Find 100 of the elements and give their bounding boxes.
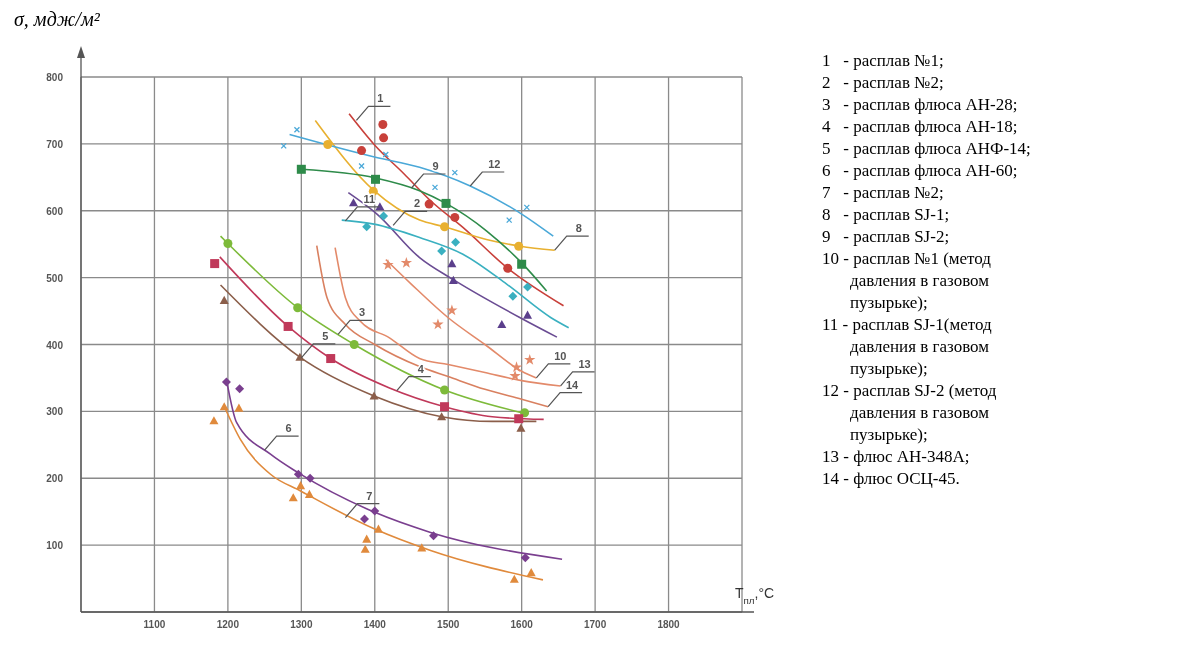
point (357, 146, 367, 156)
point (429, 531, 439, 541)
text: 3 - расплав флюса АН-28; (822, 95, 1018, 114)
point (280, 142, 287, 150)
y-tick-label: 200 (46, 473, 64, 485)
x-tick-label: 1500 (437, 619, 460, 630)
point (447, 259, 457, 268)
point (523, 282, 533, 292)
annotation: 3 (358, 306, 366, 319)
point (524, 353, 536, 365)
point (370, 506, 380, 516)
line-series (314, 119, 556, 252)
point (379, 211, 389, 221)
text: 4 - расплав флюса АН-18; (822, 117, 1018, 136)
text: 10 - расплав №1 (метод давления в газовом пузырьке); (822, 249, 992, 312)
text: 8 - расплав SJ-1; (822, 205, 950, 224)
point (296, 164, 306, 174)
point (221, 377, 231, 387)
point (450, 212, 460, 222)
y-tick-label: 600 (46, 205, 64, 217)
annotation: 13 (578, 357, 591, 370)
y-tick-label: 500 (46, 272, 64, 284)
point (437, 246, 447, 256)
annotation: 14 (565, 378, 580, 391)
text: 2 - расплав №2; (822, 73, 944, 92)
point (288, 493, 298, 502)
point (526, 568, 536, 577)
x-axis-title: T$_{пл}$,°C (735, 585, 775, 606)
point (358, 162, 365, 170)
x-tick-label: 1300 (290, 619, 313, 630)
point (293, 469, 303, 479)
point (510, 361, 523, 373)
point (295, 352, 305, 361)
point (379, 133, 389, 143)
line-series (219, 256, 545, 421)
annotation: 8 (575, 222, 582, 235)
point (503, 263, 513, 273)
point (348, 198, 358, 207)
x-tick-label: 1700 (583, 619, 607, 630)
point (516, 423, 526, 432)
point (209, 416, 219, 425)
y-tick-label: 400 (46, 339, 64, 351)
line-series (340, 219, 570, 329)
point (362, 222, 372, 232)
line-series (288, 133, 555, 237)
point (451, 169, 458, 176)
point (304, 489, 314, 498)
point (508, 291, 518, 301)
line-series (347, 191, 558, 338)
point (400, 256, 413, 268)
point (283, 321, 293, 331)
x-tick-label: 1400 (363, 619, 387, 630)
point (382, 151, 389, 158)
annotation: 2 (414, 197, 421, 210)
text: 5 - расплав флюса АНФ-14; (822, 139, 1031, 158)
point (514, 241, 524, 251)
point (440, 222, 450, 232)
point (219, 295, 229, 304)
point (210, 259, 220, 269)
text: 9 - расплав SJ-2; (822, 227, 950, 246)
point (523, 204, 530, 211)
point (497, 319, 507, 329)
annotation: 6 (285, 422, 292, 435)
point (441, 198, 451, 208)
point (305, 473, 315, 483)
point (362, 534, 372, 543)
text: 14 - флюс ОСЦ-45. (822, 469, 960, 488)
point (219, 402, 229, 411)
point (517, 259, 527, 269)
y-tick-label: 700 (46, 138, 64, 150)
point (440, 402, 450, 412)
line-series (315, 244, 549, 408)
point (235, 384, 245, 394)
annotation: 12 (488, 158, 501, 171)
x-tick-label: 1600 (510, 619, 534, 630)
point (448, 275, 458, 284)
point (437, 412, 447, 421)
point (417, 543, 427, 552)
annotation: 5 (322, 329, 329, 342)
annotation: 1 (377, 92, 384, 105)
point (520, 408, 530, 418)
annotation: 9 (432, 160, 439, 173)
line-series (348, 112, 565, 307)
point (369, 391, 379, 400)
point (431, 184, 439, 191)
line-series (219, 284, 538, 423)
y-tick-label: 300 (46, 406, 64, 418)
line-series (384, 258, 538, 379)
y-axis-title: σ, мдж/м² (14, 8, 101, 30)
point (371, 174, 381, 184)
point (514, 414, 524, 424)
point (509, 574, 519, 583)
x-tick-label: 1100 (143, 619, 166, 630)
point (293, 126, 301, 133)
point (451, 237, 461, 247)
point (326, 354, 336, 364)
point (360, 544, 370, 553)
point (223, 239, 233, 249)
point (382, 258, 394, 270)
point (424, 199, 434, 209)
